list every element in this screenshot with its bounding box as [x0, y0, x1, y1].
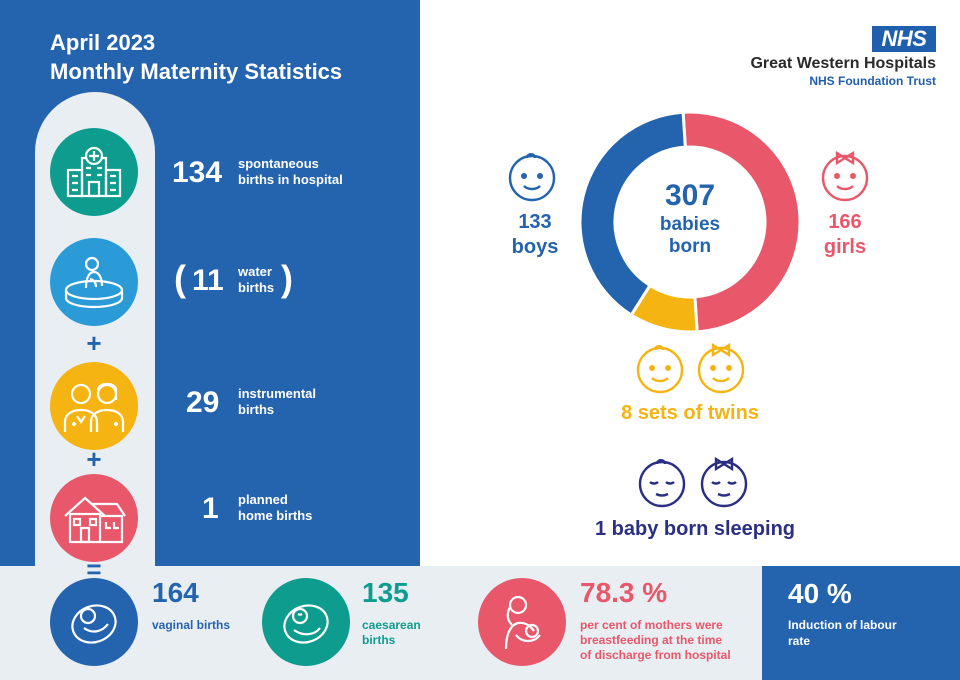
stat-value: 29: [186, 386, 220, 419]
donut-segment-boys: [578, 110, 687, 318]
caesarean-label-line1: caesarean: [362, 618, 421, 632]
org-name: Great Western Hospitals: [750, 55, 936, 72]
caesarean-birth-icon: [262, 578, 350, 666]
girls-value: 166: [828, 211, 862, 233]
hospital-icon: [50, 128, 138, 216]
plus-sign-1: +: [86, 328, 102, 358]
induction-line1: Induction of labour: [788, 618, 897, 632]
plus-sign-2: +: [86, 444, 102, 474]
stat-label-line1: instrumental: [238, 386, 317, 401]
induction-panel: [762, 566, 960, 680]
girls-label: girls: [823, 236, 867, 258]
home-icon: [50, 474, 138, 562]
twins-text: 8 sets of twins: [621, 402, 759, 424]
org-subtitle: NHS Foundation Trust: [809, 74, 936, 88]
twins-icon: [636, 342, 745, 394]
breastfeeding-value: 78.3 %: [580, 577, 668, 608]
breastfeeding-line1: per cent of mothers were: [580, 618, 723, 632]
donut-segment-girls: [681, 110, 802, 334]
paren-close: ): [281, 258, 293, 299]
baby-girl-icon: [821, 150, 869, 202]
equals-sign: =: [86, 554, 102, 584]
sleeping-text: 1 baby born sleeping: [594, 518, 796, 540]
stat-label-line2: births: [238, 402, 275, 417]
caesarean-births-value: 135: [362, 577, 409, 608]
stat-label-line2: births: [238, 280, 275, 295]
total-babies-label: babies born: [630, 214, 750, 258]
baby-boy-icon: [508, 153, 556, 202]
stat-value: 134: [172, 156, 223, 189]
babies-donut-chart: [578, 110, 802, 334]
nhs-logo: NHS: [872, 26, 936, 52]
stat-value: 1: [202, 492, 219, 525]
water-birth-icon: [50, 238, 138, 326]
caesarean-births-label: caesarean births: [362, 618, 421, 648]
boys-label: boys: [511, 236, 559, 258]
induction-value: 40 %: [788, 578, 852, 609]
breastfeeding-line2: breastfeeding at the time: [580, 633, 723, 647]
clinicians-icon: [50, 362, 138, 450]
breastfeeding-line3: of discharge from hospital: [580, 648, 731, 662]
stat-label-line2: home births: [238, 508, 313, 523]
breastfeeding-icon: [478, 578, 566, 666]
paren-open: (: [174, 258, 186, 299]
girls-count: 166 girls: [800, 210, 890, 260]
vaginal-births-value: 164: [152, 577, 199, 608]
title-subject: Monthly Maternity Statistics: [50, 59, 343, 84]
boys-value: 133: [518, 211, 552, 233]
sleeping-babies-icon: [638, 456, 748, 508]
total-babies-line1: babies: [659, 214, 721, 235]
induction-line2: rate: [788, 634, 811, 648]
stat-value: 11: [192, 264, 224, 297]
total-babies-line2: born: [668, 236, 712, 257]
title-month: April 2023: [50, 30, 156, 55]
vaginal-births-label: vaginal births: [152, 618, 231, 632]
caesarean-label-line2: births: [362, 633, 396, 647]
breastfeeding-label: per cent of mothers were breastfeeding a…: [580, 618, 731, 663]
stat-label-line1: water: [238, 264, 272, 279]
boys-count: 133 boys: [490, 210, 580, 260]
total-babies-value: 307: [664, 179, 716, 212]
stat-label-line2: births in hospital: [238, 172, 343, 187]
stat-label-line1: spontaneous: [238, 156, 319, 171]
stat-label-line1: planned: [238, 492, 288, 507]
vaginal-birth-icon: [50, 578, 138, 666]
induction-label: Induction of labour rate: [788, 617, 938, 649]
page-title: April 2023 Monthly Maternity Statistics: [50, 28, 342, 86]
